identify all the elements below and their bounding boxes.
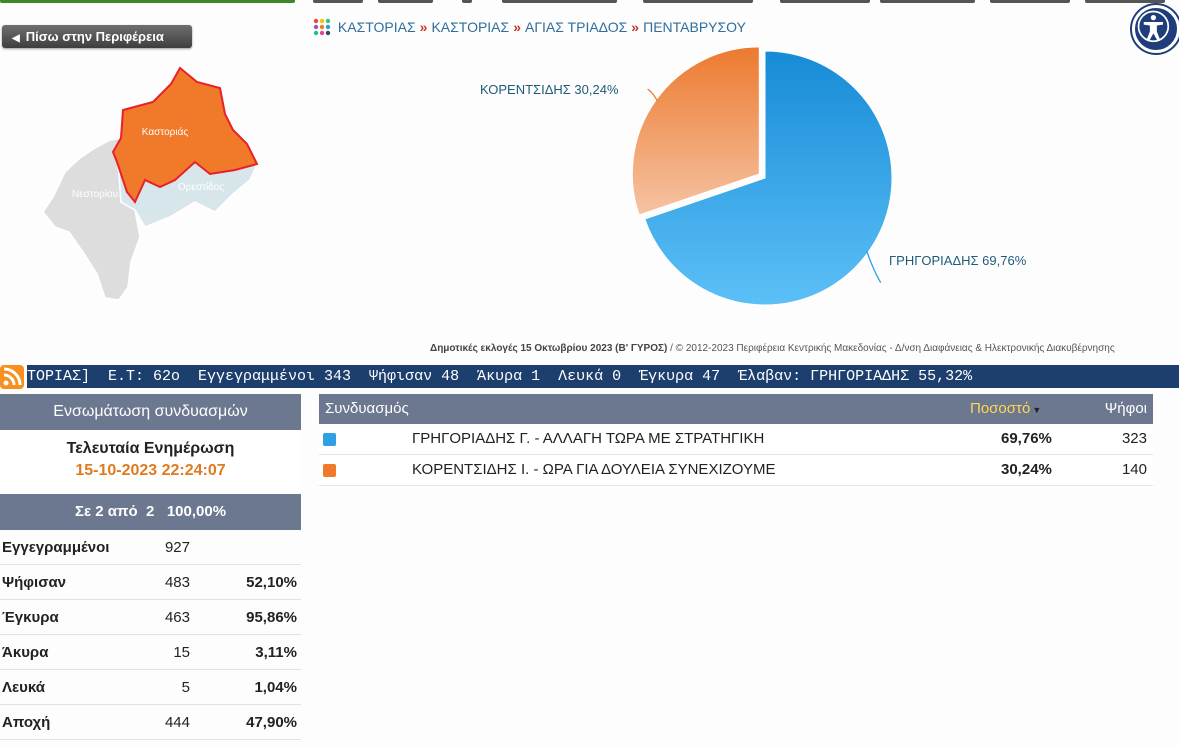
combination-votes: 140 xyxy=(1121,461,1147,478)
panel-header: Ενσωμάτωση συνδυασμών xyxy=(0,394,301,430)
results-row[interactable]: ΓΡΗΓΟΡΙΑΔΗΣ Γ. - ΑΛΛΑΓΗ ΤΩΡΑ ΜΕ ΣΤΡΑΤΗΓΙ… xyxy=(319,424,1153,455)
color-swatch xyxy=(323,464,336,477)
pie-leader-line xyxy=(866,250,882,284)
regional-map: Καστοριάς Νεστορίου Ορεστίδος xyxy=(35,62,265,307)
combination-percent: 69,76% xyxy=(1001,430,1052,447)
stat-value: 927 xyxy=(152,530,190,565)
back-button-label: Πίσω στην Περιφέρεια xyxy=(25,29,164,44)
combination-percent: 30,24% xyxy=(1001,461,1052,478)
breadcrumb-item[interactable]: ΚΑΣΤΟΡΙΑΣ xyxy=(431,19,510,35)
back-to-region-button[interactable]: ◀ Πίσω στην Περιφέρεια xyxy=(2,25,192,48)
last-update-box: Τελευταία Ενημέρωση 15-10-2023 22:24:07 xyxy=(0,430,301,492)
stat-percent: 47,90% xyxy=(190,704,301,740)
map-region-kastorias[interactable] xyxy=(111,66,259,204)
stats-row: Εγγεγραμμένοι 927 xyxy=(0,530,301,565)
top-tab[interactable] xyxy=(502,0,617,3)
breadcrumb-item[interactable]: ΚΑΣΤΟΡΙΑΣ xyxy=(337,19,416,35)
combination-name: ΓΡΗΓΟΡΙΑΔΗΣ Γ. - ΑΛΛΑΓΗ ΤΩΡΑ ΜΕ ΣΤΡΑΤΗΓΙ… xyxy=(412,430,765,447)
election-title: Δημοτικές εκλογές 15 Οκτωβρίου 2023 (Β' … xyxy=(430,343,668,354)
map-label-orestidos: Ορεστίδος xyxy=(178,181,224,193)
stat-value: 444 xyxy=(152,704,190,740)
pie-slice-label: ΓΡΗΓΟΡΙΑΔΗΣ 69,76% xyxy=(889,253,1027,268)
stats-row: Λευκά 5 1,04% xyxy=(0,669,301,705)
stat-percent xyxy=(190,530,301,565)
pie-slice-label: ΚΟΡΕΝΤΣΙΔΗΣ 30,24% xyxy=(480,82,619,97)
stat-percent: 95,86% xyxy=(190,599,301,635)
last-update-title: Τελευταία Ενημέρωση xyxy=(66,440,235,457)
pie-svg xyxy=(631,46,893,306)
breadcrumb-separator: » xyxy=(631,19,640,35)
top-tab[interactable] xyxy=(1085,0,1165,3)
col-header-percent-label: Ποσοστό xyxy=(970,400,1031,417)
stat-label: Άκυρα xyxy=(0,634,152,670)
last-update-time: 15-10-2023 22:24:07 xyxy=(75,462,226,479)
left-arrow-icon: ◀ xyxy=(12,33,20,44)
dots-grid-icon xyxy=(313,18,331,36)
results-pie-chart: ΚΟΡΕΝΤΣΙΔΗΣ 30,24% ΓΡΗΓΟΡΙΑΔΗΣ 69,76% xyxy=(470,40,1070,320)
sort-desc-icon: ▼ xyxy=(1032,405,1042,415)
breadcrumb: ΚΑΣΤΟΡΙΑΣ» ΚΑΣΤΟΡΙΑΣ» ΑΓΙΑΣ ΤΡΙΑΔΟΣ» ΠΕΝΤΑΒ… xyxy=(313,18,746,36)
stat-label: Ψήφισαν xyxy=(0,564,152,600)
col-header-votes[interactable]: Ψήφοι xyxy=(1104,400,1147,417)
combination-votes: 323 xyxy=(1121,430,1147,447)
stats-table: Εγγεγραμμένοι 927 Ψήφισαν 483 52,10% Έγκυρα 46… xyxy=(0,530,301,740)
news-ticker: ΤΟΡΙΑΣ] Ε.Τ: 62ο Εγγεγραμμένοι 343 Ψήφισ… xyxy=(27,365,1179,388)
stat-percent: 3,11% xyxy=(190,634,301,670)
color-swatch xyxy=(323,433,336,446)
stat-value: 5 xyxy=(152,669,190,705)
rss-icon[interactable] xyxy=(0,365,24,389)
pie-slice[interactable] xyxy=(644,50,893,306)
map-label-nestoriou: Νεστορίου xyxy=(72,188,118,200)
top-tab[interactable] xyxy=(780,0,870,3)
results-row[interactable]: ΚΟΡΕΝΤΣΙΔΗΣ Ι. - ΩΡΑ ΓΙΑ ΔΟΥΛΕΙΑ ΣΥΝΕΧΙΖ… xyxy=(319,455,1153,486)
copyright-footer: Δημοτικές εκλογές 15 Οκτωβρίου 2023 (Β' … xyxy=(430,343,1115,354)
top-tab[interactable] xyxy=(990,0,1070,3)
col-header-combination[interactable]: Συνδυασμός xyxy=(325,400,409,417)
stat-label: Λευκά xyxy=(0,669,152,705)
stats-row: Αποχή 444 47,90% xyxy=(0,704,301,740)
pie-slice[interactable] xyxy=(631,46,760,216)
breadcrumb-item[interactable]: ΑΓΙΑΣ ΤΡΙΑΔΟΣ xyxy=(524,19,628,35)
results-table: Συνδυασμός Ποσοστό ▼ Ψήφοι ΓΡΗΓΟΡΙΑΔΗΣ Γ.… xyxy=(319,394,1153,486)
breadcrumb-separator: » xyxy=(513,19,521,35)
left-summary-panel: Ενσωμάτωση συνδυασμών Τελευταία Ενημέρωσ… xyxy=(0,394,301,740)
combination-name: ΚΟΡΕΝΤΣΙΔΗΣ Ι. - ΩΡΑ ΓΙΑ ΔΟΥΛΕΙΑ ΣΥΝΕΧΙΖ… xyxy=(412,461,776,478)
top-tab[interactable] xyxy=(462,0,472,3)
counted-stations: Σε 2 από 2 100,00% xyxy=(0,494,301,530)
stat-percent: 1,04% xyxy=(190,669,301,705)
breadcrumb-separator: » xyxy=(419,19,428,35)
stat-label: Αποχή xyxy=(0,704,152,740)
stat-label: Εγγεγραμμένοι xyxy=(0,530,152,565)
stats-row: Ψήφισαν 483 52,10% xyxy=(0,564,301,600)
accessibility-icon[interactable] xyxy=(1132,5,1179,53)
map-svg: Καστοριάς Νεστορίου Ορεστίδος xyxy=(42,66,259,301)
stat-value: 483 xyxy=(152,564,190,600)
breadcrumb-item[interactable]: ΠΕΝΤΑΒΡΥΣΟΥ xyxy=(643,19,746,35)
top-tab[interactable] xyxy=(313,0,363,3)
copyright-text: / © 2012-2023 Περιφέρεια Κεντρικής Μακεδ… xyxy=(667,343,1115,354)
stat-value: 15 xyxy=(152,634,190,670)
stats-row: Άκυρα 15 3,11% xyxy=(0,634,301,670)
stat-label: Έγκυρα xyxy=(0,599,152,635)
top-tab[interactable] xyxy=(643,0,753,3)
top-tab[interactable] xyxy=(378,0,433,3)
top-tab-active[interactable] xyxy=(0,0,295,3)
results-header-row: Συνδυασμός Ποσοστό ▼ Ψήφοι xyxy=(319,394,1153,424)
col-header-percent[interactable]: Ποσοστό ▼ xyxy=(970,394,1041,425)
ticker-text: ΤΟΡΙΑΣ] Ε.Τ: 62ο Εγγεγραμμένοι 343 Ψήφισ… xyxy=(27,368,973,385)
stat-value: 463 xyxy=(152,599,190,635)
top-tab[interactable] xyxy=(880,0,975,3)
pie-leader-line xyxy=(647,88,659,102)
top-tabs-strip xyxy=(0,0,1179,4)
map-label-kastorias: Καστοριάς xyxy=(142,126,189,138)
stats-row: Έγκυρα 463 95,86% xyxy=(0,599,301,635)
stat-percent: 52,10% xyxy=(190,564,301,600)
